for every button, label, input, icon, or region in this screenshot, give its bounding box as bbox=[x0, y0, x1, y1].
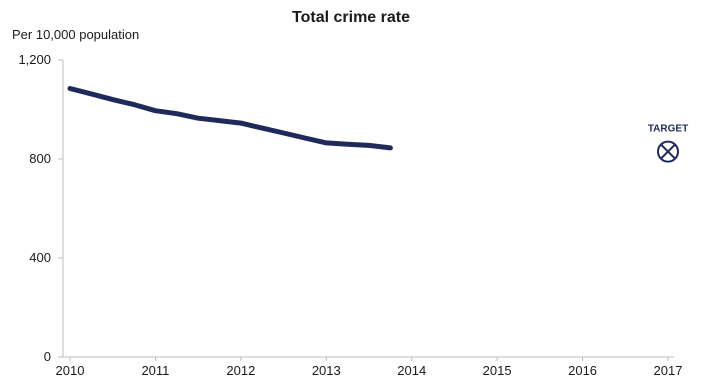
annotation-layer: TARGET bbox=[648, 124, 688, 163]
x-tick-label-7: 2017 bbox=[654, 363, 683, 378]
target-marker bbox=[657, 140, 679, 163]
y-tick-label-1: 400 bbox=[29, 250, 51, 265]
series-layer bbox=[67, 86, 393, 151]
target-label: TARGET bbox=[648, 124, 688, 135]
y-tick-label-0: 0 bbox=[44, 349, 51, 364]
y-tick-label-3: 1,200 bbox=[18, 52, 51, 67]
y-axis-label: Per 10,000 population bbox=[12, 27, 139, 42]
axes: 0 400 800 1,200 2010 2011 2012 2013 2014 2015 2016… bbox=[18, 52, 682, 378]
x-tick-label-2: 2012 bbox=[226, 363, 255, 378]
x-tick-label-4: 2014 bbox=[397, 363, 426, 378]
x-tick-label-0: 2010 bbox=[56, 363, 85, 378]
y-tick-label-2: 800 bbox=[29, 151, 51, 166]
target-cross-line-2 bbox=[660, 143, 676, 160]
chart-title: Total crime rate bbox=[292, 9, 410, 26]
x-tick-label-6: 2016 bbox=[568, 363, 597, 378]
x-tick-label-1: 2011 bbox=[141, 363, 169, 378]
x-tick-label-3: 2013 bbox=[312, 363, 341, 378]
series-line-0 bbox=[67, 86, 393, 151]
x-tick-label-5: 2015 bbox=[483, 363, 512, 378]
